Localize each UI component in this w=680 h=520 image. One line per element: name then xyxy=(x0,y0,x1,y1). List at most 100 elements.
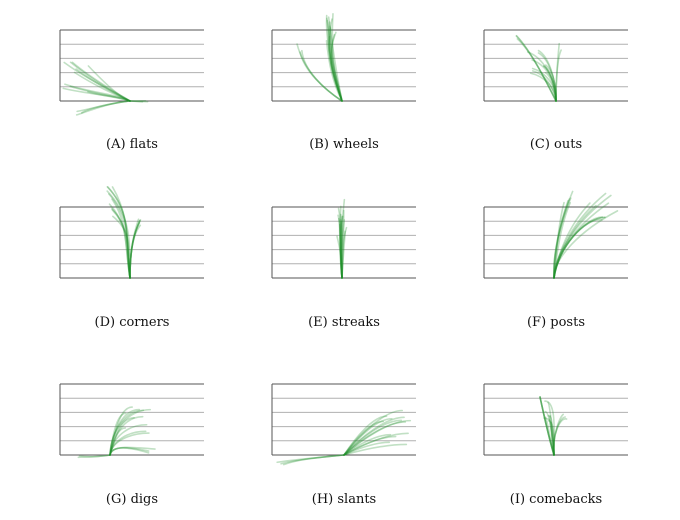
route-path xyxy=(552,418,568,456)
route-path xyxy=(109,446,150,456)
route-path xyxy=(87,65,131,102)
panel-caption: (F) posts xyxy=(527,315,585,330)
route-path xyxy=(129,218,142,279)
route-path xyxy=(552,413,564,456)
route-path xyxy=(555,42,561,102)
route-path xyxy=(81,100,131,114)
route-path xyxy=(543,65,557,102)
route-path xyxy=(109,412,127,456)
route-path xyxy=(336,235,343,279)
route-path xyxy=(129,219,141,279)
route-path xyxy=(553,197,572,279)
route-path xyxy=(539,396,555,456)
route-path xyxy=(109,427,127,456)
route-path xyxy=(329,27,343,102)
route-path xyxy=(343,419,403,456)
route-path xyxy=(111,208,131,279)
route-paths xyxy=(336,198,348,279)
route-path xyxy=(516,38,557,102)
route-path xyxy=(337,217,343,279)
route-path xyxy=(343,432,409,456)
route-path xyxy=(544,71,557,102)
panel-digs: (G) digs xyxy=(59,383,204,507)
route-path xyxy=(343,441,391,456)
route-path xyxy=(553,216,604,279)
route-path xyxy=(129,224,142,279)
route-path xyxy=(341,209,345,279)
route-path xyxy=(553,201,565,279)
route-path xyxy=(329,25,343,102)
panel-flats: (A) flats xyxy=(59,29,204,152)
panel-caption: (I) comebacks xyxy=(510,492,602,507)
route-path xyxy=(109,408,152,456)
route-path xyxy=(340,219,346,279)
route-path xyxy=(553,192,607,279)
route-path xyxy=(340,198,346,279)
route-path xyxy=(552,416,567,456)
route-path xyxy=(553,202,591,279)
route-path xyxy=(326,19,343,102)
route-path xyxy=(325,14,343,102)
panel-posts: (F) posts xyxy=(483,190,628,330)
route-path xyxy=(129,100,144,103)
route-path xyxy=(77,454,111,459)
route-path xyxy=(343,420,385,456)
route-path xyxy=(109,447,150,456)
route-path xyxy=(339,205,343,279)
panel-caption: (D) corners xyxy=(95,315,170,330)
route-path xyxy=(330,33,343,102)
route-path xyxy=(69,61,131,102)
route-path xyxy=(111,198,131,279)
route-path xyxy=(544,64,557,102)
route-path xyxy=(339,215,344,279)
panel-outs: (C) outs xyxy=(483,29,628,152)
route-path xyxy=(282,454,345,466)
panel-streaks: (E) streaks xyxy=(271,198,416,330)
route-path xyxy=(343,419,412,456)
route-path xyxy=(338,223,343,279)
route-path xyxy=(71,61,131,102)
route-path xyxy=(531,67,557,102)
route-path xyxy=(326,17,343,102)
route-path xyxy=(109,406,133,456)
route-path xyxy=(109,408,141,456)
route-path xyxy=(109,430,147,456)
route-path xyxy=(539,396,555,456)
route-path xyxy=(537,52,557,102)
route-path xyxy=(64,83,131,102)
route-path xyxy=(296,43,343,102)
route-path xyxy=(553,190,574,279)
route-paths xyxy=(62,61,149,116)
route-path xyxy=(109,409,145,456)
route-path xyxy=(547,415,555,456)
panel-wheels: (B) wheels xyxy=(271,13,416,152)
route-path xyxy=(343,443,408,456)
route-path xyxy=(340,215,344,279)
route-path xyxy=(73,71,131,102)
route-path xyxy=(109,446,156,456)
route-path xyxy=(341,226,348,279)
route-path xyxy=(299,51,343,102)
route-path xyxy=(340,221,343,279)
route-path xyxy=(328,35,343,102)
route-path xyxy=(78,454,111,458)
route-path xyxy=(343,417,393,456)
route-path xyxy=(106,190,131,279)
route-paths xyxy=(106,186,142,279)
route-path xyxy=(553,202,610,279)
panel-caption: (C) outs xyxy=(530,137,582,152)
panel-caption: (A) flats xyxy=(106,137,158,152)
route-path xyxy=(63,61,131,102)
route-path xyxy=(548,415,555,456)
route-path xyxy=(547,420,555,456)
route-path xyxy=(108,193,131,279)
route-path xyxy=(108,203,131,279)
panel-slants: (H) slants xyxy=(271,383,416,507)
route-path xyxy=(543,417,555,456)
route-path xyxy=(129,218,140,279)
route-path xyxy=(109,432,150,456)
route-path xyxy=(327,16,343,102)
route-path xyxy=(343,409,404,456)
route-path xyxy=(107,186,131,279)
route-path xyxy=(76,100,131,113)
